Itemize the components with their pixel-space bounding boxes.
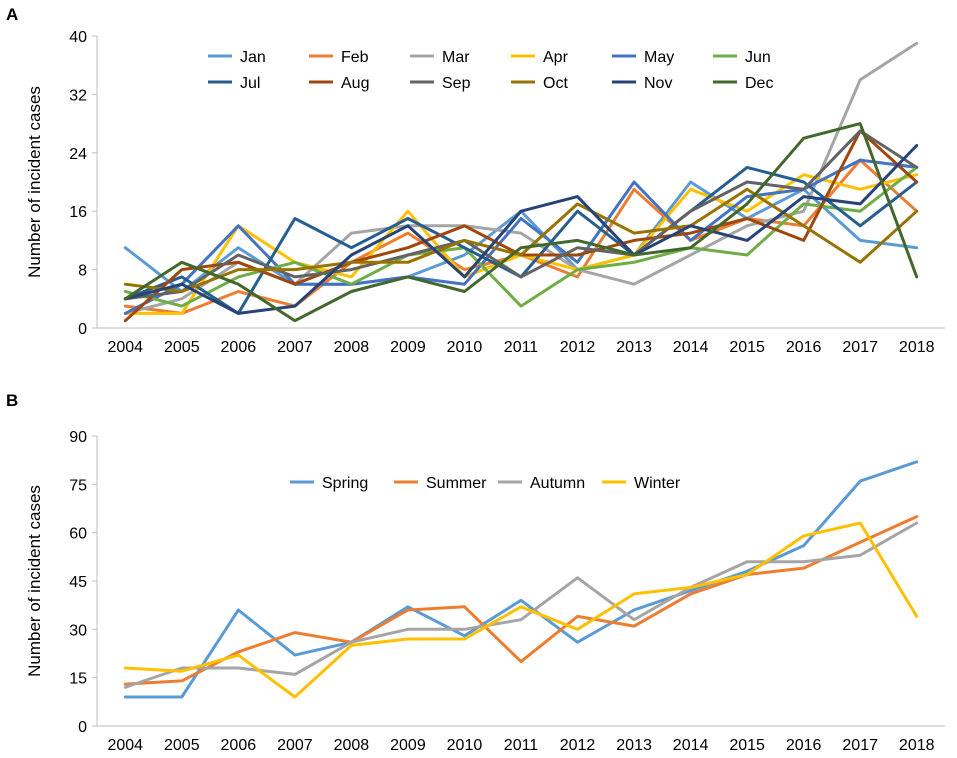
panel-a-x-tick-label: 2010 [447,339,483,356]
panel-b-y-tick-label: 60 [69,526,87,543]
panel-a-legend-label-jun: Jun [745,49,771,66]
panel-b-legend-label-summer: Summer [426,475,487,492]
panel-b-y-tick-label: 45 [69,574,87,591]
panel-a-x-tick-label: 2012 [560,339,596,356]
panel-a-legend-label-jul: Jul [240,75,260,92]
panel-a-y-tick-label: 8 [78,263,87,280]
panel-a-legend-label-sep: Sep [442,75,471,92]
panel-a-y-axis-title: Number of incident cases [25,86,44,278]
panel-b-x-tick-label: 2013 [616,737,652,754]
panel-a-x-tick-label: 2005 [164,339,200,356]
panel-b-y-axis-title: Number of incident cases [25,485,44,677]
panel-a-series-line-dec [123,122,919,323]
panel-b-series-line-spring [123,460,919,699]
panel-a-x-tick-label: 2009 [390,339,426,356]
panel-b-series-line-winter [123,521,919,699]
panel-a-legend-label-dec: Dec [745,75,773,92]
panel-b-x-tick-label: 2009 [390,737,426,754]
panel-b-x-tick-label: 2016 [786,737,822,754]
panel-b-legend-label-spring: Spring [322,475,368,492]
panel-a-legend-label-apr: Apr [543,49,569,66]
panel-b-y-tick-label: 75 [69,477,87,494]
panel-a-series-line-jun [123,165,919,308]
panel-a-legend-label-oct: Oct [543,75,568,92]
panel-a-y-tick-label: 32 [69,87,87,104]
panel-a-x-tick-label: 2008 [334,339,370,356]
panel-b-x-tick-label: 2015 [729,737,765,754]
panel-a-legend-label-may: May [644,49,674,66]
panel-a-series-line-sep [123,129,919,301]
panel-a-series-line-may [123,158,919,315]
panel-b-chart: B 0 15 30 45 60 75 90 2004 2005 2006 2007 2008 2009 2… [6,391,945,754]
panel-a-legend-label-aug: Aug [341,75,369,92]
panel-b-y-tick-label: 90 [69,429,87,446]
panel-a-legend-label-nov: Nov [644,75,672,92]
panel-a-x-tick-label: 2007 [277,339,313,356]
panel-b-y-tick-label: 30 [69,622,87,639]
panel-a-x-tick-label: 2015 [729,339,765,356]
panel-b-label: B [6,391,18,410]
panel-b-x-tick-label: 2017 [842,737,878,754]
panel-b-y-tick-label: 15 [69,671,87,688]
panel-b-x-tick-label: 2014 [673,737,709,754]
panel-b-x-tick-label: 2012 [560,737,596,754]
panel-b-legend-label-winter: Winter [634,475,681,492]
panel-b-legend-label-autumn: Autumn [530,475,585,492]
panel-a-y-tick-label: 24 [69,146,87,163]
panel-b-x-tick-label: 2011 [504,737,539,754]
panel-a-x-tick-label: 2016 [786,339,822,356]
panel-a-x-tick-label: 2006 [221,339,257,356]
panel-b-x-tick-label: 2018 [899,737,935,754]
panel-a-chart: A 0 8 16 24 32 40 2004 2005 2006 2007 2008 2009 2010… [6,5,945,356]
panel-a-x-tick-label: 2011 [504,339,539,356]
panel-a-legend-label-feb: Feb [341,49,369,66]
panel-a-y-tick-label: 16 [69,204,87,221]
panel-a-x-tick-label: 2014 [673,339,709,356]
panel-a-series-line-oct [123,187,919,293]
panel-a-x-tick-label: 2017 [842,339,878,356]
panel-b-x-tick-label: 2005 [164,737,200,754]
panel-b-x-tick-label: 2008 [334,737,370,754]
panel-a-legend-label-mar: Mar [442,49,470,66]
panel-a-x-tick-label: 2018 [899,339,935,356]
panel-a-x-tick-label: 2004 [107,339,143,356]
panel-b-x-tick-label: 2007 [277,737,313,754]
panel-a-x-tick-label: 2013 [616,339,652,356]
panel-a-legend-label-jan: Jan [240,49,266,66]
panel-b-y-tick-label: 0 [78,719,87,736]
panel-a-label: A [6,5,18,24]
panel-a-series-line-nov [123,144,919,315]
panel-b-x-tick-label: 2010 [447,737,483,754]
panel-b-x-tick-label: 2006 [221,737,257,754]
panel-b-series-line-summer [123,515,919,686]
panel-a-y-tick-label: 0 [78,321,87,338]
panel-b-legend: Spring Summer Autumn Winter [290,475,681,492]
panel-b-x-tick-label: 2004 [107,737,143,754]
panel-a-y-tick-label: 40 [69,29,87,46]
panel-a-legend: Jan Feb Mar Apr May Jun Jul Aug Sep Oct Nov Dec [208,49,773,92]
